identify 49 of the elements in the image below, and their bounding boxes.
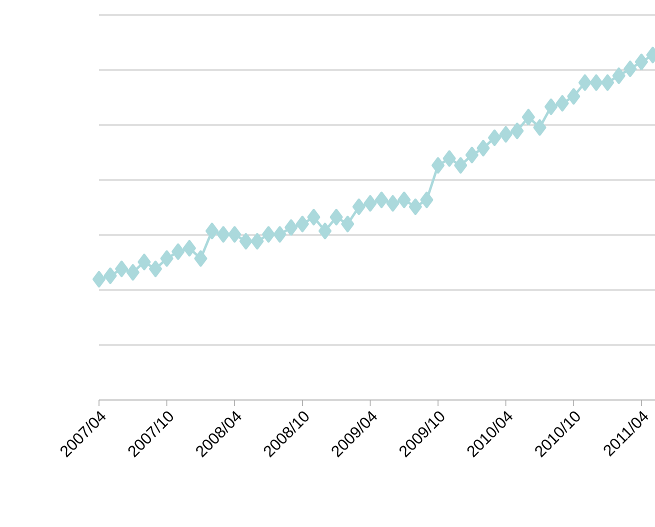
point <box>330 208 343 226</box>
point <box>590 74 603 91</box>
point <box>510 122 524 140</box>
point <box>364 195 377 212</box>
point <box>296 216 309 232</box>
point <box>544 98 558 116</box>
point <box>398 192 411 208</box>
point <box>273 226 286 243</box>
point <box>533 119 546 136</box>
point <box>138 254 151 270</box>
point <box>488 130 502 146</box>
point <box>375 192 388 208</box>
point <box>420 192 434 208</box>
point <box>341 216 354 232</box>
point <box>624 60 637 78</box>
point <box>476 140 490 156</box>
point <box>442 150 456 167</box>
point <box>386 195 400 212</box>
point <box>160 250 174 267</box>
point <box>92 271 106 288</box>
point <box>352 198 366 216</box>
point <box>216 226 230 243</box>
point <box>522 108 535 126</box>
point <box>307 208 320 226</box>
point <box>465 146 478 164</box>
point <box>228 226 242 243</box>
point <box>194 250 208 267</box>
point <box>115 260 128 278</box>
point <box>239 233 252 250</box>
point <box>499 126 512 143</box>
point <box>318 222 332 240</box>
point <box>262 226 276 243</box>
point <box>172 243 185 260</box>
point <box>634 54 648 70</box>
point <box>206 222 219 240</box>
point <box>104 268 117 284</box>
point <box>149 260 162 278</box>
point <box>432 157 445 174</box>
point <box>567 88 580 105</box>
point <box>601 74 614 91</box>
point <box>250 233 264 250</box>
point <box>556 95 569 112</box>
point <box>126 264 140 281</box>
point <box>578 74 592 91</box>
point <box>284 219 298 236</box>
point <box>454 157 468 174</box>
point <box>612 67 626 84</box>
point <box>408 198 422 216</box>
point <box>182 240 196 256</box>
